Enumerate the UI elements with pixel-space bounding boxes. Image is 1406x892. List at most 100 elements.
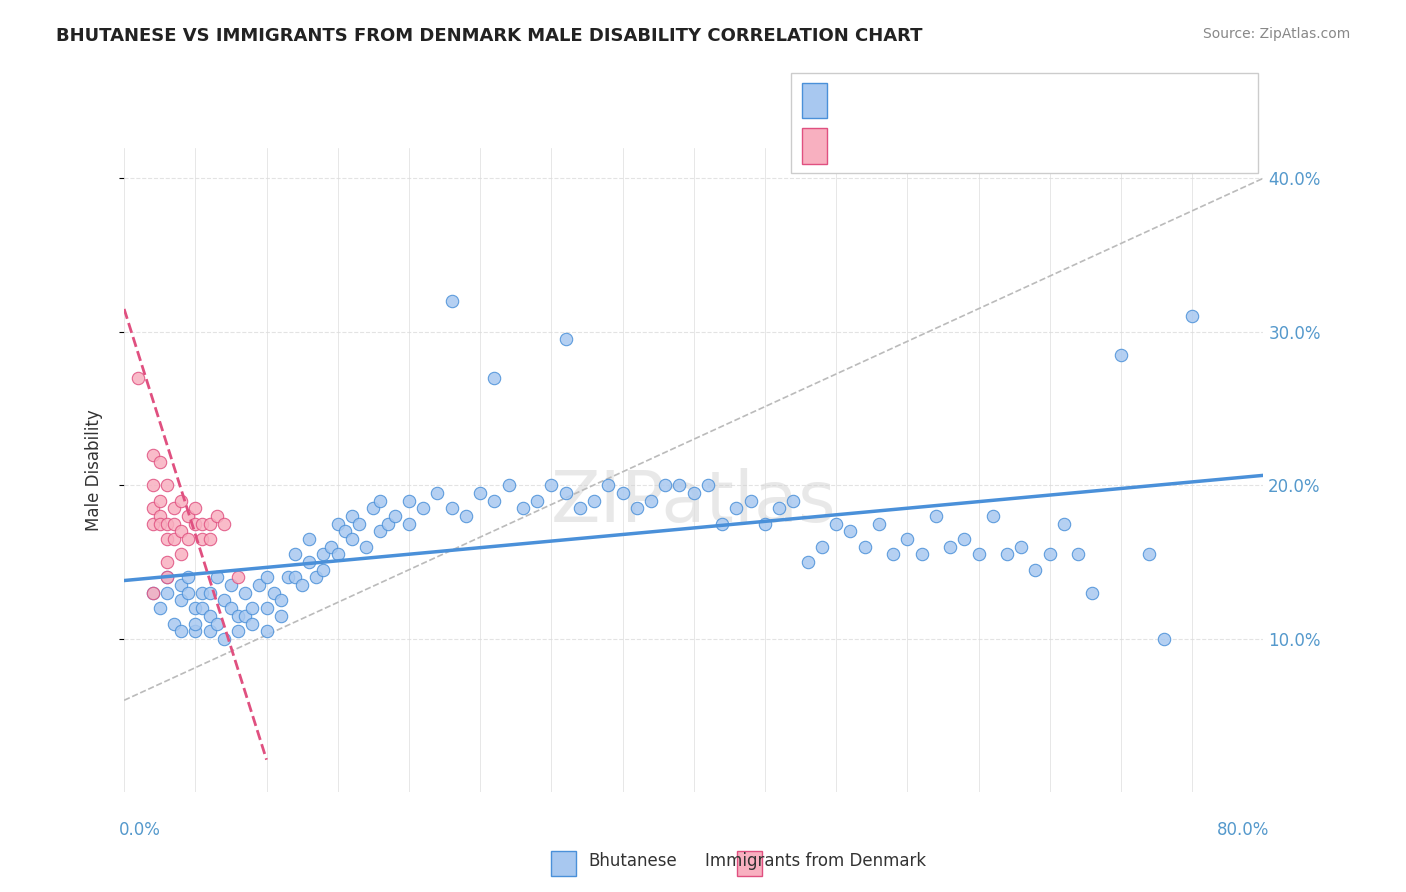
Point xyxy=(205,509,228,524)
Point xyxy=(284,570,307,584)
Point xyxy=(142,478,165,492)
Point xyxy=(697,478,720,492)
Text: Bhutanese: Bhutanese xyxy=(588,852,678,870)
Point xyxy=(839,524,862,539)
Point xyxy=(156,516,179,531)
Point xyxy=(191,532,214,546)
Point xyxy=(156,570,179,584)
Point xyxy=(212,516,235,531)
Point xyxy=(177,509,200,524)
Point xyxy=(184,616,207,631)
Point xyxy=(1081,586,1104,600)
Point xyxy=(198,624,221,639)
Point xyxy=(249,578,271,592)
Point xyxy=(149,509,172,524)
Point xyxy=(468,486,491,500)
Point xyxy=(312,563,335,577)
Point xyxy=(1010,540,1032,554)
FancyBboxPatch shape xyxy=(790,73,1257,173)
Point xyxy=(319,540,342,554)
Point xyxy=(205,570,228,584)
Point xyxy=(298,532,321,546)
Point xyxy=(142,586,165,600)
Text: Source: ZipAtlas.com: Source: ZipAtlas.com xyxy=(1202,27,1350,41)
Point xyxy=(554,486,576,500)
Point xyxy=(184,601,207,615)
Point xyxy=(440,501,463,516)
Point xyxy=(340,532,363,546)
Point xyxy=(498,478,520,492)
Point xyxy=(177,532,200,546)
Point xyxy=(163,532,186,546)
Text: ZIPatlas: ZIPatlas xyxy=(551,467,837,537)
Point xyxy=(163,501,186,516)
Point xyxy=(583,493,606,508)
Point xyxy=(811,540,834,554)
Point xyxy=(896,532,918,546)
Point xyxy=(347,516,370,531)
Point xyxy=(142,501,165,516)
Point xyxy=(326,516,349,531)
Point xyxy=(953,532,976,546)
Point xyxy=(668,478,690,492)
Point xyxy=(398,516,420,531)
Point xyxy=(626,501,648,516)
Point xyxy=(263,586,285,600)
Point xyxy=(205,616,228,631)
Point xyxy=(554,333,576,347)
Point xyxy=(198,586,221,600)
Point xyxy=(219,601,242,615)
Point xyxy=(226,570,249,584)
Point xyxy=(163,516,186,531)
Point xyxy=(212,632,235,646)
Point xyxy=(526,493,548,508)
FancyBboxPatch shape xyxy=(551,851,576,876)
Point xyxy=(298,555,321,569)
Point xyxy=(326,548,349,562)
Point xyxy=(1053,516,1076,531)
FancyBboxPatch shape xyxy=(801,128,827,163)
Point xyxy=(240,601,263,615)
Point xyxy=(142,516,165,531)
Point xyxy=(256,570,278,584)
Point xyxy=(340,509,363,524)
Point xyxy=(291,578,314,592)
Point xyxy=(454,509,477,524)
Point xyxy=(384,509,406,524)
Y-axis label: Male Disability: Male Disability xyxy=(86,409,103,531)
Point xyxy=(440,294,463,309)
Point xyxy=(284,548,307,562)
Point xyxy=(184,501,207,516)
Point xyxy=(170,578,193,592)
Point xyxy=(184,624,207,639)
Point xyxy=(1153,632,1175,646)
Point xyxy=(484,493,506,508)
Point xyxy=(370,524,392,539)
Point xyxy=(219,578,242,592)
Point xyxy=(256,601,278,615)
Point xyxy=(170,493,193,508)
Point xyxy=(226,608,249,623)
Point xyxy=(198,516,221,531)
Point xyxy=(640,493,662,508)
Point xyxy=(412,501,434,516)
Point xyxy=(142,448,165,462)
Point xyxy=(782,493,804,508)
Point xyxy=(925,509,948,524)
Point xyxy=(967,548,990,562)
Point xyxy=(484,371,506,385)
Point xyxy=(825,516,848,531)
Point xyxy=(654,478,676,492)
Text: 0.0%: 0.0% xyxy=(118,822,160,839)
Point xyxy=(270,593,292,607)
Point xyxy=(1109,348,1132,362)
Point xyxy=(796,555,818,569)
Point xyxy=(149,455,172,469)
Point xyxy=(1067,548,1090,562)
Point xyxy=(754,516,776,531)
Point xyxy=(768,501,790,516)
Point xyxy=(226,624,249,639)
Point xyxy=(170,524,193,539)
Point xyxy=(191,601,214,615)
Point xyxy=(212,593,235,607)
